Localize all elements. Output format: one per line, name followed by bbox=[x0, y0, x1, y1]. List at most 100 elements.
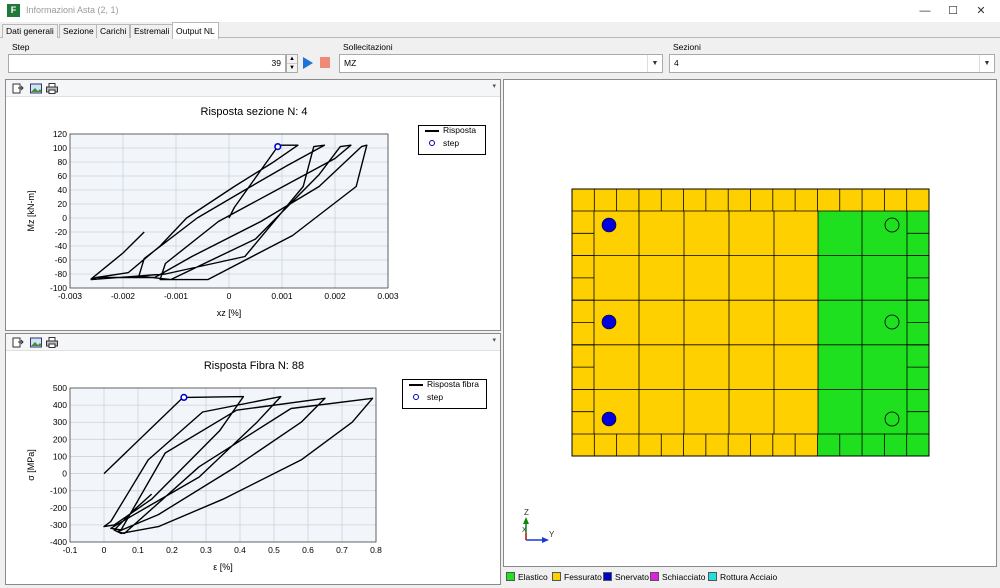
maximize-button[interactable]: ☐ bbox=[948, 5, 958, 17]
legend-swatch bbox=[552, 572, 561, 581]
legend-step-label: step bbox=[443, 138, 460, 148]
export-icon[interactable] bbox=[12, 337, 24, 348]
y-tick-label: 500 bbox=[53, 383, 67, 393]
rebar-yielded bbox=[601, 314, 617, 330]
image-icon[interactable] bbox=[30, 83, 42, 94]
y-tick-label: 100 bbox=[53, 143, 67, 153]
app-icon: F bbox=[7, 4, 20, 17]
axis-triad: Z Y X bbox=[522, 508, 555, 543]
legend-item-snervato: Snervato bbox=[603, 572, 649, 582]
y-tick-label: 300 bbox=[53, 417, 67, 427]
tab-dati-generali[interactable]: Dati generali bbox=[2, 24, 58, 38]
tab-sezione[interactable]: Sezione bbox=[59, 24, 98, 38]
x-tick-label: 0 bbox=[227, 291, 232, 301]
step-label: Step bbox=[12, 42, 30, 52]
x-tick-label: 0.002 bbox=[324, 291, 346, 301]
legend-item-elastico: Elastico bbox=[506, 572, 548, 582]
sollecitazioni-select[interactable]: MZ ▼ bbox=[339, 54, 663, 73]
x-tick-label: 0.7 bbox=[336, 545, 348, 555]
print-icon[interactable] bbox=[46, 83, 58, 94]
play-button[interactable] bbox=[303, 57, 313, 69]
chart-legend: Risposta step bbox=[418, 125, 486, 155]
axis-y-label: Y bbox=[549, 530, 555, 539]
plot-area bbox=[70, 388, 376, 542]
x-tick-label: -0.003 bbox=[58, 291, 82, 301]
legend-swatch bbox=[708, 572, 717, 581]
section-response-chart: -0.003 -0.002 -0.001 0 0.001 0.002 0.003 120 100… bbox=[26, 129, 399, 318]
y-axis-label: Mz [kN-m] bbox=[26, 191, 36, 232]
series-line bbox=[90, 144, 368, 281]
chart-legend: Risposta fibra step bbox=[402, 379, 487, 409]
rebar-elastic bbox=[884, 314, 900, 330]
spin-up-icon[interactable]: ▲ bbox=[287, 55, 297, 64]
chevron-down-icon[interactable]: ▾ bbox=[492, 83, 496, 90]
y-tick-label: -300 bbox=[50, 520, 67, 530]
image-icon[interactable] bbox=[30, 337, 42, 348]
axis-x-label: X bbox=[522, 527, 527, 534]
y-tick-label: -80 bbox=[55, 269, 68, 279]
close-button[interactable]: ✕ bbox=[976, 5, 986, 17]
y-tick-label: 20 bbox=[58, 199, 68, 209]
chevron-down-icon[interactable]: ▾ bbox=[492, 337, 496, 344]
legend-line-swatch bbox=[425, 130, 439, 132]
legend-swatch bbox=[650, 572, 659, 581]
y-tick-label: -100 bbox=[50, 283, 67, 293]
legend-series-label: Risposta bbox=[443, 125, 477, 135]
y-tick-label: -40 bbox=[55, 241, 68, 251]
chart-toolbar: ▾ bbox=[6, 334, 500, 351]
tab-carichi[interactable]: Carichi bbox=[96, 24, 131, 38]
step-spinner[interactable]: ▲ ▼ bbox=[286, 54, 298, 73]
y-tick-label: -100 bbox=[50, 486, 67, 496]
axis-z-label: Z bbox=[524, 508, 529, 517]
chevron-down-icon[interactable]: ▼ bbox=[979, 55, 994, 72]
y-tick-label: -20 bbox=[55, 227, 68, 237]
sezioni-select[interactable]: 4 ▼ bbox=[669, 54, 995, 73]
legend-label: Snervato bbox=[615, 572, 650, 582]
x-tick-label: 0.2 bbox=[166, 545, 178, 555]
x-tick-label: -0.1 bbox=[63, 545, 78, 555]
section-elastic-zone bbox=[818, 211, 929, 456]
legend-item-schiacciato: Schiacciato bbox=[650, 572, 705, 582]
sollecitazioni-label: Sollecitazioni bbox=[343, 42, 393, 52]
y-tick-label: -60 bbox=[55, 255, 68, 265]
legend-label: Elastico bbox=[518, 572, 548, 582]
legend-step-marker bbox=[413, 394, 419, 400]
rebar-elastic bbox=[884, 217, 900, 233]
section-view: Z Y X bbox=[522, 188, 930, 543]
chevron-down-icon[interactable]: ▼ bbox=[647, 55, 662, 72]
legend-swatch bbox=[506, 572, 515, 581]
legend-step-marker bbox=[429, 140, 435, 146]
sezioni-label: Sezioni bbox=[673, 42, 701, 52]
y-axis-label: σ [MPa] bbox=[26, 449, 36, 481]
y-tick-label: 40 bbox=[58, 185, 68, 195]
print-icon[interactable] bbox=[46, 337, 58, 348]
y-tick-label: 0 bbox=[62, 469, 67, 479]
legend-line-swatch bbox=[409, 384, 423, 386]
series-line bbox=[103, 395, 374, 535]
window-title: Informazioni Asta (2, 1) bbox=[26, 5, 119, 15]
section-response-panel: ▾ Risposta sezione N: 4 -0.003 -0.002 -0.0… bbox=[5, 79, 501, 331]
rebar-yielded bbox=[601, 217, 617, 233]
plot-frame bbox=[69, 387, 377, 543]
y-tick-label: 400 bbox=[53, 400, 67, 410]
y-tick-label: -400 bbox=[50, 537, 67, 547]
stop-button[interactable] bbox=[320, 57, 330, 68]
x-tick-label: -0.001 bbox=[164, 291, 188, 301]
sollecitazioni-value: MZ bbox=[344, 58, 357, 68]
x-tick-label: 0.003 bbox=[377, 291, 399, 301]
x-axis-label: ε [%] bbox=[213, 562, 233, 572]
tab-estremali[interactable]: Estremali bbox=[130, 24, 174, 38]
state-legend: Elastico Fessurato Snervato Schiacciato … bbox=[502, 568, 1000, 588]
chart-title: Risposta Fibra N: 88 bbox=[203, 360, 305, 372]
section-view-panel: Z Y X bbox=[503, 79, 997, 567]
spin-down-icon[interactable]: ▼ bbox=[289, 65, 295, 71]
fiber-response-panel: ▾ Risposta Fibra N: 88 -0.1 0 0.1 0.2 0.3 0.4… bbox=[5, 333, 501, 585]
export-icon[interactable] bbox=[12, 83, 24, 94]
plot-frame bbox=[69, 133, 389, 289]
step-input[interactable]: 39 bbox=[8, 54, 286, 73]
tab-output-nl[interactable]: Output NL bbox=[172, 22, 219, 39]
x-tick-label: 0.6 bbox=[302, 545, 314, 555]
minimize-button[interactable]: — bbox=[919, 5, 931, 17]
fiber-response-chart: -0.1 0 0.1 0.2 0.3 0.4 0.5 0.6 0.7 0.8 500 400 300 20… bbox=[26, 383, 382, 572]
chart-toolbar: ▾ bbox=[6, 80, 500, 97]
